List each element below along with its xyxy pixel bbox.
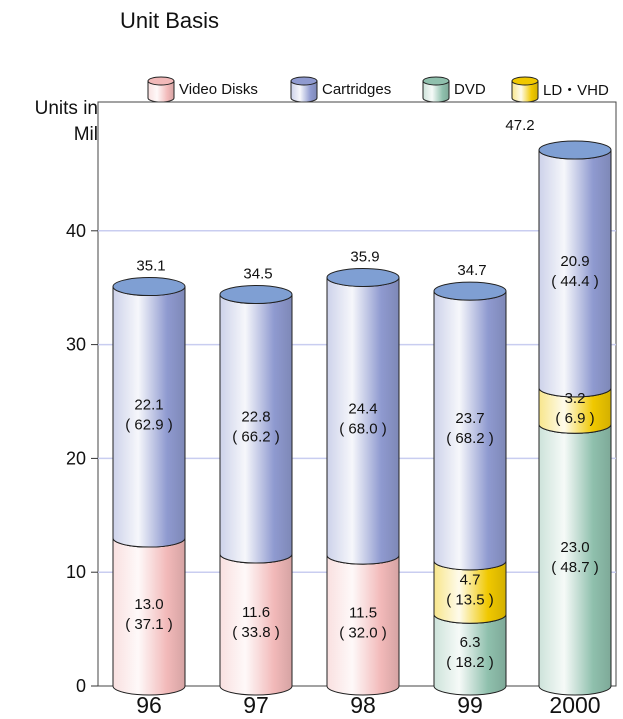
share-label: ( 6.9 ) <box>555 410 594 427</box>
y-tick-label: 0 <box>76 676 86 696</box>
chart-title: Unit Basis <box>120 8 220 33</box>
legend-label: Video Disks <box>179 80 258 98</box>
share-label: ( 68.0 ) <box>339 420 387 437</box>
data-label: 11.5 <box>349 605 377 622</box>
legend-label: DVD <box>454 80 486 98</box>
share-label: ( 68.2 ) <box>446 430 494 447</box>
bar-99 <box>433 281 507 696</box>
total-label: 34.7 <box>457 262 486 279</box>
share-label: ( 44.4 ) <box>551 273 599 290</box>
share-label: ( 13.5 ) <box>446 592 494 609</box>
bar-top-cap <box>433 281 507 301</box>
total-label: 35.9 <box>350 248 379 265</box>
data-label: 11.6 <box>242 604 270 621</box>
bar-2000 <box>538 140 612 696</box>
data-label: 6.3 <box>460 634 481 651</box>
x-tick-label: 2000 <box>549 692 600 718</box>
share-label: ( 32.0 ) <box>339 625 387 642</box>
data-label: 3.2 <box>565 390 586 407</box>
share-label: ( 48.7 ) <box>551 559 599 576</box>
y-tick-label: 10 <box>66 562 86 582</box>
data-label: 20.9 <box>560 253 589 270</box>
y-tick-label: 40 <box>66 221 86 241</box>
bar-top-cap <box>219 285 293 305</box>
legend-label: Cartridges <box>322 80 392 98</box>
x-tick-label: 99 <box>457 692 483 718</box>
data-label: 23.0 <box>560 539 589 556</box>
share-label: ( 66.2 ) <box>232 428 280 445</box>
data-label: 24.4 <box>348 400 377 417</box>
bar-top-cap <box>112 277 186 297</box>
data-label: 13.0 <box>134 596 163 613</box>
bar-98 <box>326 267 400 696</box>
bar-top-cap <box>326 267 400 287</box>
share-label: ( 37.1 ) <box>125 616 173 633</box>
y-tick-label: 30 <box>66 335 86 355</box>
data-label: 4.7 <box>460 572 481 589</box>
y-tick-label: 20 <box>66 448 86 468</box>
x-tick-label: 98 <box>350 692 376 718</box>
share-label: ( 33.8 ) <box>232 624 280 641</box>
total-label: 34.5 <box>243 266 272 283</box>
total-label: 35.1 <box>136 258 165 275</box>
data-label: 22.8 <box>241 408 270 425</box>
bar-top-cap <box>538 140 612 160</box>
bar-96 <box>112 277 186 696</box>
legend-swatch <box>290 76 318 103</box>
legend-item-cart: Cartridges <box>289 74 391 104</box>
y-axis-label: Units in Mil <box>34 98 98 145</box>
legend-item-dvd: DVD <box>421 74 486 104</box>
x-tick-label: 96 <box>136 692 162 718</box>
total-label: 47.2 <box>505 117 534 134</box>
legend-label: LD・VHD <box>543 81 609 99</box>
bar-97 <box>219 285 293 696</box>
data-label: 22.1 <box>134 396 163 413</box>
x-tick-label: 97 <box>243 692 269 718</box>
data-label: 23.7 <box>455 410 484 427</box>
share-label: ( 62.9 ) <box>125 416 173 433</box>
share-label: ( 18.2 ) <box>446 654 494 671</box>
legend-item-video: Video Disks <box>146 74 258 104</box>
